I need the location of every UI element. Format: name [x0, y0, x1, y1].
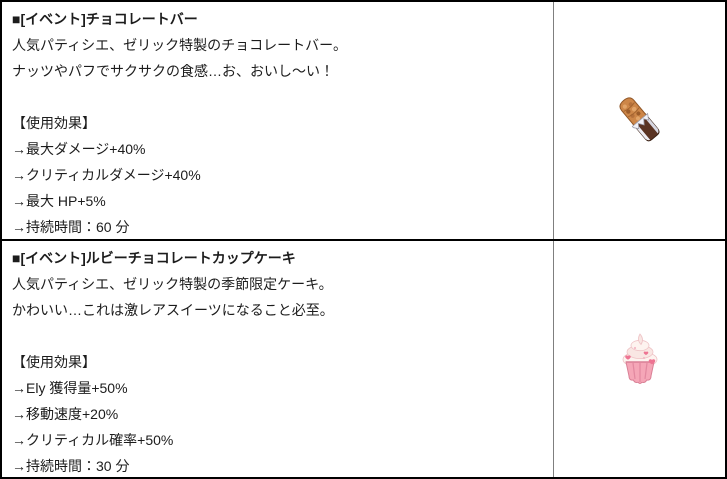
effect-line: →持続時間：60 分	[12, 219, 130, 235]
item-description-cell: ■[イベント]チョコレートバー 人気パティシエ、ゼリック特製のチョコレートバー。…	[2, 2, 553, 239]
table-row-cupcake: ■[イベント]ルビーチョコレートカップケーキ 人気パティシエ、ゼリック特製の季節…	[2, 238, 725, 478]
effects-header: 【使用効果】	[12, 353, 96, 370]
effect-line: →クリティカルダメージ+40%	[12, 167, 201, 183]
effect-line: →最大ダメージ+40%	[12, 141, 146, 157]
item-desc-line: 人気パティシエ、ゼリック特製のチョコレートバー。	[12, 37, 348, 53]
effect-line: →最大 HP+5%	[12, 193, 106, 209]
cupcake-icon	[622, 333, 657, 384]
chocolate-bar-icon	[618, 97, 660, 142]
blank-line	[12, 84, 541, 110]
effect-line: →持続時間：30 分	[12, 457, 130, 474]
effect-line: →Ely 獲得量+50%	[12, 379, 128, 396]
item-desc-line: かわいい…これは激レアスイーツになること必至。	[12, 301, 334, 318]
item-description-cell: ■[イベント]ルビーチョコレートカップケーキ 人気パティシエ、ゼリック特製の季節…	[2, 241, 553, 478]
item-desc-line: ナッツやパフでサクサクの食感…お、おいし～い！	[12, 63, 334, 79]
item-desc-line: 人気パティシエ、ゼリック特製の季節限定ケーキ。	[12, 275, 333, 292]
effect-line: →移動速度+20%	[12, 405, 119, 422]
item-icon-cell	[553, 2, 725, 239]
blank-line	[12, 323, 541, 349]
table-row-chocolate-bar: ■[イベント]チョコレートバー 人気パティシエ、ゼリック特製のチョコレートバー。…	[2, 2, 725, 239]
effect-line: →クリティカル確率+50%	[12, 431, 174, 448]
item-title: ■[イベント]ルビーチョコレートカップケーキ	[12, 249, 296, 266]
item-title: ■[イベント]チョコレートバー	[12, 11, 198, 27]
effects-header: 【使用効果】	[12, 115, 96, 131]
item-icon-cell	[553, 240, 725, 477]
